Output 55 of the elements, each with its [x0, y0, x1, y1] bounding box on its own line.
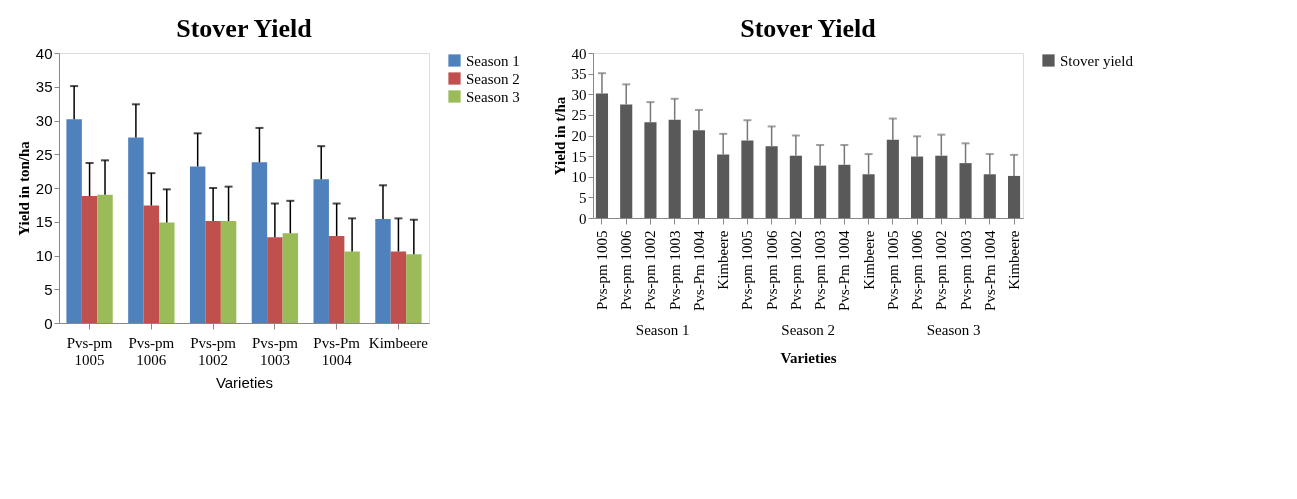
- y-tick-label: 40: [35, 44, 53, 62]
- legend-label: Stover yield: [1060, 52, 1134, 69]
- x-tick-label: Pvs-pm 1003: [957, 230, 974, 311]
- y-tick-label: 0: [579, 210, 587, 227]
- y-tick-label: 20: [35, 179, 53, 197]
- x-tick-label: Pvs-pm 1005: [884, 230, 901, 311]
- x-tick-label: Pvs-pm 1002: [642, 230, 659, 311]
- y-tick-label: 20: [571, 128, 587, 144]
- y-tick-label: 0: [44, 314, 53, 332]
- x-tick-label: Pvs-Pm 1004: [981, 230, 998, 311]
- y-tick-label: 35: [571, 66, 587, 83]
- text: Season 2: [781, 322, 836, 338]
- x-tick-label: Pvs-pm 1005: [739, 230, 756, 311]
- y-tick-label: 10: [35, 247, 53, 264]
- x-tick-label: Pvs-pm 1006: [128, 334, 175, 368]
- x-tick-label: Pvs-pm 1005: [66, 334, 113, 368]
- x-tick-label: Pvs-pm 1002: [933, 230, 950, 311]
- x-axis-title: Varieties: [780, 349, 837, 366]
- y-tick-label: 35: [35, 78, 53, 96]
- y-tick-label: 10: [571, 169, 587, 186]
- y-axis-title: Yield in t/ha: [551, 96, 568, 176]
- y-tick-label: 5: [579, 189, 587, 206]
- y-tick-label: 15: [35, 213, 53, 231]
- x-tick-label: Pvs-pm 1006: [763, 230, 780, 311]
- text: Season 1: [635, 322, 690, 338]
- y-tick-label: 15: [571, 148, 587, 165]
- x-tick-label: Pvs-pm 1003: [666, 230, 683, 311]
- x-tick-label: Pvs-Pm 1004: [836, 230, 853, 311]
- x-tick-label: Pvs-pm 1006: [618, 230, 635, 311]
- text: Season 3: [926, 322, 981, 338]
- x-tick-label: Pvs-pm 1005: [593, 230, 610, 311]
- legend-label: Season 1: [466, 52, 520, 69]
- y-tick-label: 25: [35, 145, 53, 163]
- y-tick-label: 5: [44, 280, 53, 298]
- x-tick-label: Pvs-pm 1002: [787, 230, 804, 311]
- x-axis-title: Varieties: [215, 373, 274, 391]
- x-tick-label: Kimbeere: [860, 230, 877, 290]
- x-tick-label: Pvs-pm 1003: [251, 334, 299, 368]
- x-tick-label: Pvs-Pm 1004: [313, 334, 361, 368]
- legend-label: Season 3: [466, 88, 520, 105]
- chart-title: Stover Yield: [176, 14, 313, 43]
- x-tick-label: Pvs-Pm 1004: [690, 230, 707, 311]
- x-tick-label: Kimbeere: [715, 230, 732, 290]
- x-tick-label: Pvs-pm 1006: [909, 230, 926, 311]
- chart-title: Stover Yield: [740, 14, 877, 43]
- x-tick-label: Kimbeere: [368, 334, 429, 351]
- legend-label: Season 2: [466, 70, 520, 87]
- y-tick-label: 25: [571, 107, 587, 124]
- y-tick-label: 30: [571, 86, 587, 103]
- y-axis-title: Yield in ton/ha: [15, 140, 32, 236]
- y-tick-label: 40: [571, 45, 587, 62]
- x-tick-label: Pvs-pm 1003: [812, 230, 829, 311]
- y-tick-label: 30: [35, 112, 53, 129]
- x-tick-label: Kimbeere: [1006, 230, 1023, 290]
- x-tick-label: Pvs-pm 1002: [190, 334, 237, 368]
